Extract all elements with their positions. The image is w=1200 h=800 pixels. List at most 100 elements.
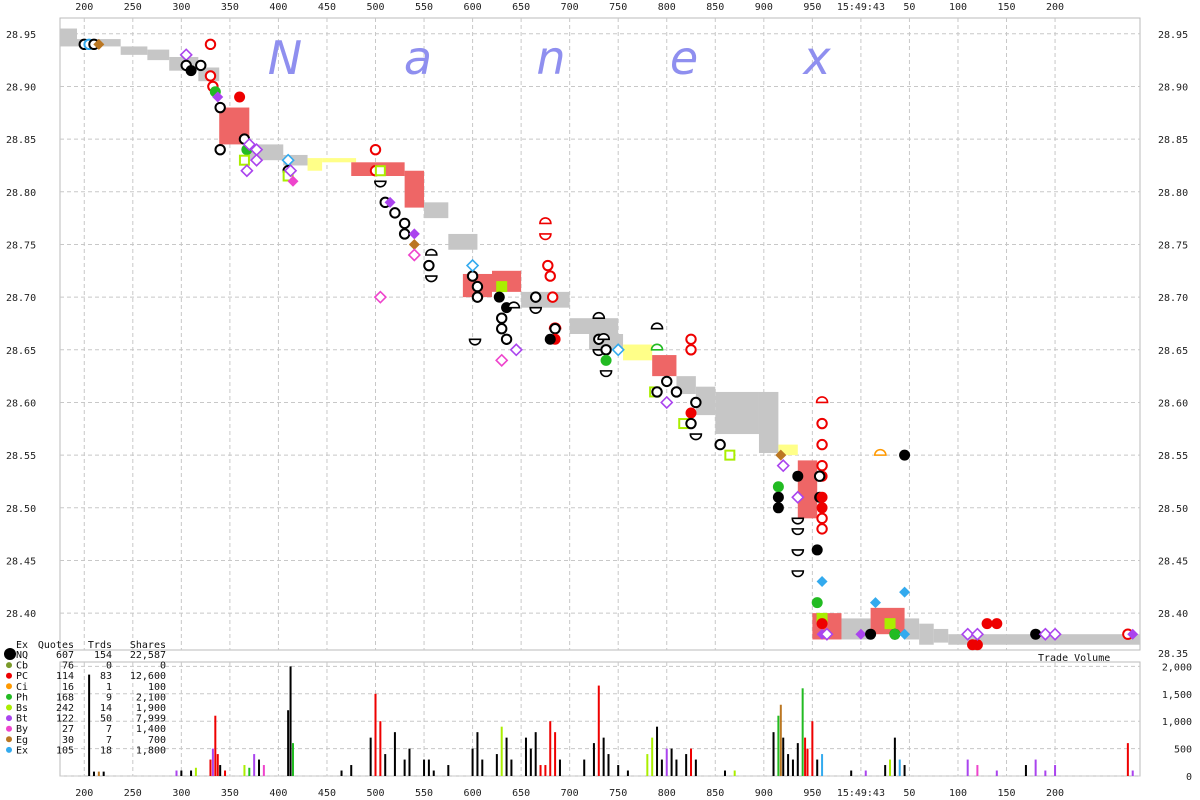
volume-bar: [549, 721, 552, 776]
legend-trades: 0: [106, 661, 112, 672]
quote-marker: [496, 312, 508, 324]
volume-bar: [248, 767, 251, 776]
trade-marker: [212, 91, 224, 103]
bid-marker: [874, 448, 887, 456]
bid-marker: [650, 343, 664, 351]
volume-bar: [374, 693, 377, 776]
volume-bar: [995, 770, 998, 776]
ask-marker: [425, 275, 438, 283]
quote-marker: [546, 291, 559, 303]
volume-bar: [626, 770, 629, 776]
x-tick-label-bottom: 750: [609, 788, 627, 799]
volume-bar: [665, 748, 668, 776]
x-tick-label-top: 800: [658, 2, 676, 13]
legend-quotes: 105: [56, 745, 74, 756]
x-tick-label-top: 500: [366, 2, 384, 13]
watermark-letter: a: [404, 31, 432, 85]
legend-shares: 700: [148, 735, 166, 746]
bid-marker: [815, 396, 829, 404]
price-tick-label-right: 28.95: [1158, 30, 1188, 41]
volume-bar: [694, 759, 697, 776]
x-tick-label-top: 700: [561, 2, 579, 13]
trade-marker: [971, 639, 983, 651]
legend-quotes: 122: [56, 714, 74, 725]
quote-marker: [813, 470, 826, 482]
legend-exchange: Bt: [16, 714, 28, 725]
volume-bar: [685, 754, 688, 776]
trade-marker: [899, 586, 911, 598]
bid-marker: [425, 248, 438, 256]
volume-bar: [651, 737, 654, 776]
x-tick-label-bottom: 300: [172, 788, 190, 799]
price-tick-label-left: 28.95: [6, 30, 36, 41]
volume-bar: [175, 770, 178, 776]
quote-marker: [816, 512, 828, 525]
quote-marker: [195, 59, 207, 72]
spread-band: [758, 391, 779, 454]
quote-marker: [204, 70, 217, 82]
spread-band: [778, 444, 798, 456]
legend-swatch: [6, 662, 12, 669]
trade-marker: [816, 576, 828, 588]
x-tick-label-top: 600: [464, 2, 482, 13]
legend-exchange: Ex: [16, 745, 28, 756]
trade-marker: [408, 238, 420, 250]
quote-marker: [544, 270, 556, 282]
quote-marker: [407, 248, 421, 262]
price-tick-label-right: 28.70: [1158, 293, 1188, 304]
volume-bar: [92, 771, 95, 776]
quote-marker: [374, 165, 386, 177]
quote-marker: [529, 291, 542, 303]
x-tick-label-top: 200: [1046, 2, 1064, 13]
legend-swatch: [6, 693, 12, 700]
legend-trades: 7: [106, 724, 112, 735]
spread-band: [797, 460, 818, 519]
spread-band: [521, 291, 570, 308]
legend-quotes: 607: [56, 650, 74, 661]
ask-marker: [539, 233, 552, 241]
spread-band: [652, 355, 677, 377]
quote-marker: [661, 375, 673, 388]
volume-bar: [384, 754, 387, 776]
watermark-letter: N: [268, 31, 302, 85]
quote-marker: [816, 523, 828, 535]
volume-bar: [1131, 770, 1134, 776]
quote-marker: [685, 333, 697, 345]
quote-marker: [204, 38, 217, 51]
trade-marker: [493, 291, 505, 303]
volume-bar: [733, 770, 736, 776]
volume-bar: [88, 674, 91, 776]
quote-marker: [465, 258, 480, 273]
quote-marker: [816, 438, 828, 451]
volume-bar: [966, 759, 969, 776]
quote-marker: [961, 627, 975, 641]
volume-bar: [97, 771, 100, 776]
volume-bar: [898, 759, 901, 776]
price-tick-label-left: 28.50: [6, 504, 36, 515]
volume-bar: [224, 770, 227, 776]
quote-marker: [423, 259, 435, 272]
spread-band: [448, 233, 478, 250]
x-tick-label-top: 15:49:43: [837, 2, 885, 13]
x-tick-label-bottom: 100: [949, 788, 967, 799]
volume-bar: [369, 737, 372, 776]
trade-marker: [816, 618, 828, 630]
volume-bar: [544, 765, 547, 776]
price-tick-label-left: 28.70: [6, 293, 36, 304]
x-tick-label-top: 750: [609, 2, 627, 13]
volume-tick-label: 1,000: [1162, 717, 1192, 728]
volume-bar: [216, 754, 219, 776]
volume-bar: [801, 688, 804, 776]
volume-bar: [219, 765, 222, 776]
volume-bar: [558, 759, 561, 776]
spread-band: [933, 628, 949, 643]
volume-bar: [1034, 759, 1037, 776]
quote-marker: [369, 143, 382, 156]
volume-bar: [779, 704, 782, 776]
bid-marker: [539, 217, 552, 225]
price-tick-label-right: 28.85: [1158, 135, 1188, 146]
quote-marker: [238, 154, 250, 166]
legend-header: Shares: [130, 640, 166, 651]
quote-marker: [398, 217, 411, 230]
volume-bar: [617, 765, 620, 776]
